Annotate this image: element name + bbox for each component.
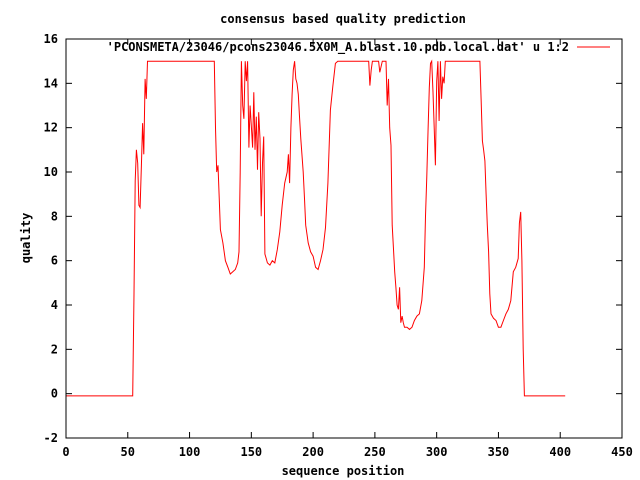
y-tick-label: 16	[44, 32, 58, 46]
x-tick-label: 450	[611, 445, 633, 459]
y-tick-label: 8	[51, 209, 58, 223]
x-tick-label: 50	[121, 445, 135, 459]
x-axis-label: sequence position	[282, 464, 405, 478]
y-tick-label: -2	[44, 431, 58, 445]
x-tick-label: 300	[426, 445, 448, 459]
x-tick-label: 100	[179, 445, 201, 459]
y-tick-label: 6	[51, 254, 58, 268]
x-tick-label: 150	[240, 445, 262, 459]
legend-label: 'PCONSMETA/23046/pcons23046.5X0M_A.blast…	[107, 40, 569, 55]
x-tick-label: 400	[549, 445, 571, 459]
plot-frame	[65, 38, 623, 439]
chart-title: consensus based quality prediction	[220, 12, 466, 26]
y-tick-label: 14	[44, 76, 58, 90]
y-tick-label: 4	[51, 298, 58, 312]
axis-ticks: 0 50 100 150 200 250 300 350 400 450 -2 0 2 4 6 8 10 12 14…	[44, 32, 633, 459]
series-line	[66, 59, 566, 397]
y-tick-label: 12	[44, 121, 58, 135]
x-tick-label: 350	[488, 445, 510, 459]
y-tick-label: 10	[44, 165, 58, 179]
y-axis-label: quality	[19, 213, 33, 264]
x-tick-label: 250	[364, 445, 386, 459]
x-tick-label: 200	[302, 445, 324, 459]
legend: 'PCONSMETA/23046/pcons23046.5X0M_A.blast…	[107, 40, 610, 55]
x-tick-label: 0	[62, 445, 69, 459]
y-tick-label: 0	[51, 387, 58, 401]
y-tick-label: 2	[51, 342, 58, 356]
series-group	[66, 59, 566, 397]
